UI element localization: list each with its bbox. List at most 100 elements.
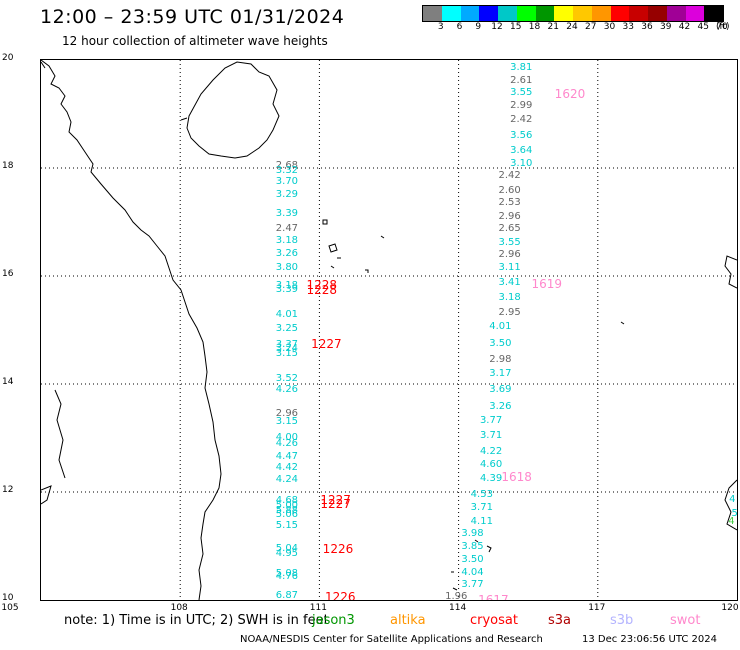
coastline-hainan (180, 61, 280, 159)
latitude-label: 20 (2, 53, 14, 63)
colorbar-tick: 30 (603, 22, 616, 32)
wave-height-value: 4.47 (275, 450, 299, 462)
wave-height-value: 2.99 (510, 99, 533, 111)
colorbar-swatch (666, 6, 686, 21)
pass-number-label: 1227 (320, 497, 351, 512)
satellite-legend-item: s3b (610, 613, 634, 628)
colorbar-swatch (573, 6, 592, 21)
wave-height-value: 2.95 (498, 306, 521, 318)
wave-height-value: 4.11 (470, 515, 493, 527)
wave-height-value: 3.85 (461, 541, 484, 553)
wave-height-value: 3.56 (510, 129, 533, 141)
timestamp: 13 Dec 23:06:56 UTC 2024 (582, 634, 717, 645)
colorbar-swatch (516, 6, 536, 21)
colorbar-tick: 27 (585, 22, 597, 32)
wave-height-value: 5.88 (275, 504, 299, 516)
wave-height-value: 3.69 (489, 384, 512, 396)
wave-height-value: 3.77 (479, 414, 503, 426)
pass-number-label: 1617 (478, 593, 509, 601)
wave-height-colorbar (422, 5, 724, 22)
coastline-philippines (724, 255, 737, 531)
satellite-legend-item: swot (670, 613, 701, 628)
wave-height-value: 4.60 (479, 459, 503, 470)
colorbar-swatch (460, 6, 480, 21)
latitude-label: 12 (2, 485, 14, 495)
wave-height-value: 2.53 (498, 197, 521, 209)
wave-height-value: 3.10 (510, 157, 533, 169)
wave-height-value: 3.25 (275, 322, 299, 334)
longitude-label: 120 (721, 603, 739, 613)
colorbar-tick: 33 (622, 22, 634, 32)
colorbar-swatch (554, 6, 573, 21)
colorbar-tick: 9 (475, 22, 482, 32)
colorbar-swatch (685, 6, 705, 21)
wave-height-value: 1.96 (445, 591, 468, 601)
wave-height-value: 3.55 (498, 236, 521, 248)
wave-height-value: 3.37 (275, 339, 299, 351)
wave-height-value: 3.39 (275, 207, 299, 219)
lat-lon-grid (41, 60, 737, 600)
wave-height-value: 4.26 (275, 384, 299, 396)
wave-height-value: 3.26 (275, 248, 299, 260)
colorbar-swatch (648, 6, 667, 21)
wave-height-value: 3.11 (498, 261, 521, 273)
colorbar-swatch (704, 6, 723, 21)
wave-height-value: 2.65 (498, 223, 521, 235)
wave-height-value: 3.39 (275, 283, 299, 295)
colorbar-tick: 24 (566, 22, 578, 32)
wave-height-value: 4.26 (275, 438, 299, 450)
colorbar-tick: 39 (660, 22, 672, 32)
wave-height-value: 3.50 (489, 337, 512, 349)
wave-height-value: 4.95 (275, 548, 299, 560)
wave-height-value: 2.96 (275, 407, 299, 419)
wave-height-value: 3.98 (461, 528, 484, 540)
wave-height-value: 2.96 (498, 249, 521, 261)
pass-number-label: 1228 (306, 278, 337, 293)
wave-height-value: 4.01 (489, 321, 512, 333)
wave-height-value: 2.47 (275, 223, 299, 235)
wave-height-value: 4 (729, 494, 736, 506)
wave-height-value: 6.87 (275, 589, 299, 601)
colorbar-tick: 36 (641, 22, 653, 32)
wave-height-value: 2.98 (489, 353, 512, 365)
pass-number-label: 1618 (501, 470, 532, 485)
wave-height-value: 4.00 (275, 432, 299, 443)
wave-height-value: 4.68 (275, 495, 299, 507)
pass-number-label: 1227 (311, 336, 342, 351)
map-panel: 2.68 3.32 3.70 3.29 3.39 2.47 3.18 3.26 3.80 3.18… (40, 59, 738, 601)
wave-height-value: 2.68 (275, 160, 299, 172)
longitude-label: 117 (588, 603, 606, 613)
colorbar-tick: 15 (510, 22, 522, 32)
wave-height-value: 3.24 (275, 342, 299, 354)
satellite-legend-item: s3a (548, 613, 572, 628)
longitude-label: 114 (449, 603, 467, 613)
map-subtitle: 12 hour collection of altimeter wave hei… (62, 34, 328, 48)
satellite-legend-item: jason3 (312, 613, 355, 628)
wave-height-value: 5.08 (275, 568, 299, 580)
colorbar-tick: 6 (456, 22, 463, 32)
wave-height-value: 3.81 (510, 62, 533, 74)
wave-height-value: 5.06 (275, 508, 299, 520)
wave-height-value: 2.96 (498, 210, 521, 222)
wave-height-value: 3.17 (489, 368, 512, 380)
wave-height-value: 4.53 (470, 488, 493, 500)
pass-number-label: 1620 (554, 87, 586, 102)
satellite-legend-item: cryosat (470, 613, 518, 628)
coastline-islands (322, 219, 625, 591)
wave-height-value: 2.60 (498, 184, 521, 196)
footer-note: note: 1) Time is in UTC; 2) SWH is in fe… (64, 613, 329, 628)
wave-height-value: 5.15 (275, 520, 299, 532)
wave-height-value: 4.24 (275, 474, 299, 486)
wave-height-value: 3.32 (275, 164, 299, 176)
pass-number-label: 1619 (531, 277, 563, 292)
colorbar-swatch (610, 6, 630, 21)
wave-height-value: 4.76 (275, 571, 299, 583)
wave-height-value: 3.52 (275, 372, 299, 384)
wave-height-value: 3.18 (498, 291, 521, 303)
wave-height-value: 3.55 (510, 87, 533, 99)
wave-height-value: 5.04 (275, 542, 299, 554)
wave-height-value: 2.42 (498, 170, 521, 182)
colorbar-swatch (423, 6, 442, 21)
wave-height-value: 3.18 (275, 234, 299, 246)
colorbar-tick: 3 (437, 22, 444, 32)
